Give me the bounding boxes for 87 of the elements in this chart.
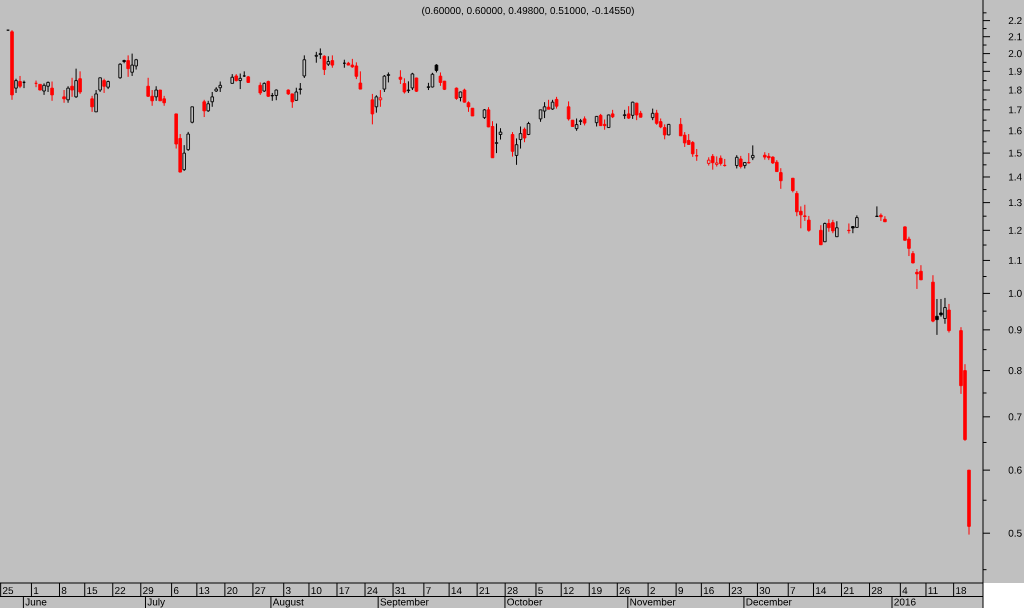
x-tick-label: 30 <box>759 587 770 595</box>
x-tick-label: 22 <box>115 587 126 594</box>
x-tick-label: 14 <box>451 587 462 594</box>
candlestick <box>847 222 851 235</box>
candlestick <box>298 82 303 96</box>
x-tick-label: 17 <box>339 587 350 594</box>
x-tick-label: 9 <box>678 587 684 595</box>
candlestick <box>126 54 130 78</box>
y-tick-label: 0.8 <box>1008 367 1022 375</box>
candlestick <box>318 47 323 60</box>
y-tick-label: 1.5 <box>1008 149 1022 157</box>
x-tick-label: 21 <box>843 587 854 594</box>
candlestick <box>130 53 134 77</box>
y-tick-label: 0.9 <box>1008 326 1022 334</box>
y-tick-label: 1.9 <box>1008 67 1022 75</box>
x-tick-label: 13 <box>199 587 210 595</box>
y-tick-label: 1.3 <box>1008 199 1022 207</box>
x-tick-label: 23 <box>731 587 742 595</box>
x-tick-label: 12 <box>563 587 574 594</box>
x-tick-label: 28 <box>507 587 518 595</box>
candlestick <box>947 303 951 334</box>
x-tick-label: 15 <box>87 587 98 595</box>
candlestick <box>302 54 307 79</box>
y-tick-label: 1.1 <box>1008 256 1022 264</box>
y-tick-label: 0.7 <box>1008 413 1022 421</box>
x2-tick-label: June <box>25 598 47 606</box>
x-tick-label: 10 <box>311 587 322 595</box>
x-tick-label: 24 <box>367 587 378 594</box>
y-tick-label: 1.2 <box>1008 226 1022 234</box>
x-tick-label: 6 <box>173 587 179 595</box>
candlestick <box>18 75 22 89</box>
y-tick-label: 0.6 <box>1008 466 1022 474</box>
x-tick-label: 11 <box>928 587 938 594</box>
candlestick <box>146 77 150 98</box>
x-tick-label: 1 <box>34 587 39 594</box>
x-tick-label: 16 <box>703 587 714 595</box>
x-tick-label: 25 <box>2 587 14 595</box>
x-tick-label: 7 <box>790 587 796 594</box>
y-tick-label: 1.6 <box>1008 127 1022 135</box>
x-tick-label: 20 <box>227 587 238 595</box>
x-tick-label: 3 <box>285 587 291 595</box>
candlestick <box>827 218 831 233</box>
y-tick-label: 1.0 <box>1008 289 1022 297</box>
candlestick <box>50 81 54 102</box>
y-tick-label: 2.1 <box>1008 33 1022 41</box>
x-tick-label: 8 <box>61 587 67 595</box>
x-tick-label: 5 <box>538 587 543 595</box>
candlestick <box>943 297 947 325</box>
x-tick-label: 14 <box>816 587 827 594</box>
y-tick-label: 1.7 <box>1008 106 1022 114</box>
x-tick-label: 2 <box>650 587 655 594</box>
candlestick <box>566 100 571 122</box>
candlestick <box>883 215 887 223</box>
x-tick-label: 7 <box>426 587 431 594</box>
y-tick-label: 2.2 <box>1008 17 1022 25</box>
y-tick-label: 1.8 <box>1008 86 1022 94</box>
candlestick <box>78 70 82 95</box>
x-tick-label: 19 <box>591 587 602 595</box>
x2-tick-label: December <box>746 598 792 606</box>
x-tick-label: 21 <box>479 587 490 594</box>
y-tick-label: 0.5 <box>1008 529 1022 537</box>
text: (0.60000, 0.60000, 0.49800, 0.51000, -0.14550) <box>422 6 634 17</box>
x2-tick-label: November <box>630 598 676 606</box>
candlestick <box>747 152 751 164</box>
x-tick-label: 26 <box>619 587 630 595</box>
candlestick <box>102 78 106 94</box>
x-tick-label: 4 <box>902 587 908 594</box>
candlestick <box>879 212 883 222</box>
x2-tick-label: July <box>147 598 166 608</box>
x2-tick-label: October <box>507 598 543 606</box>
x-tick-label: 18 <box>956 587 967 595</box>
y-tick-label: 1.4 <box>1008 173 1022 181</box>
x-tick-label: 29 <box>143 587 154 595</box>
candlestick <box>915 268 919 290</box>
candlestick <box>74 68 78 99</box>
x2-tick-label: August <box>272 598 304 608</box>
candlestick <box>935 298 939 336</box>
x2-tick-label: 2016 <box>894 598 916 606</box>
candlestick <box>62 89 66 104</box>
candlestick <box>875 205 879 217</box>
candlestick <box>70 77 74 98</box>
x2-tick-label: September <box>380 598 429 608</box>
x-tick-label: 28 <box>871 587 883 595</box>
x-tick-label: 31 <box>395 587 406 595</box>
candlestick <box>46 81 50 93</box>
x-tick-label: 27 <box>255 587 266 594</box>
y-tick-label: 2.0 <box>1008 50 1022 58</box>
